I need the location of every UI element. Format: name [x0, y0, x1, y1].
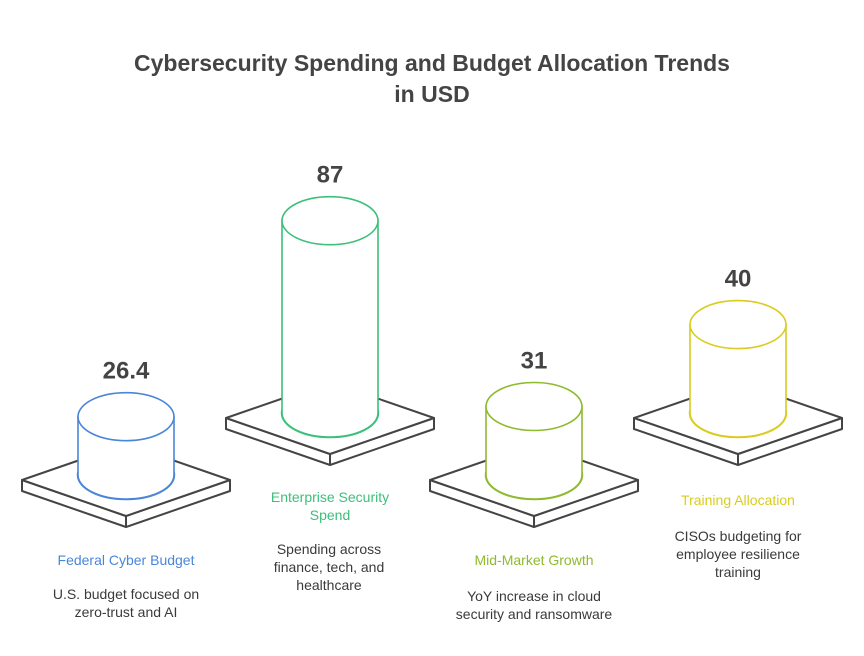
- label-mid-market-growth: Mid-Market Growth: [474, 552, 594, 568]
- cylinder-body-enterprise-security-spend: [281, 219, 379, 438]
- cylinder-body-training-allocation: [689, 323, 787, 438]
- desc-mid-market-growth: YoY increase in cloud security and ranso…: [455, 588, 613, 622]
- chart-title-line-1: Cybersecurity Spending and Budget Alloca…: [134, 50, 730, 76]
- value-label-mid-market-growth: 31: [521, 347, 548, 374]
- chart-title-line-2: in USD: [394, 81, 470, 107]
- cylinder-top-federal-cyber-budget: [77, 391, 175, 442]
- desc-federal-cyber-budget: U.S. budget focused on zero-trust and AI: [52, 586, 200, 620]
- label-federal-cyber-budget: Federal Cyber Budget: [57, 552, 195, 568]
- value-label-federal-cyber-budget: 26.4: [103, 358, 150, 385]
- cylinder-top-training-allocation: [689, 299, 787, 350]
- desc-training-allocation: CISOs budgeting for employee resilience …: [674, 528, 802, 580]
- cylinder-top-mid-market-growth: [485, 381, 583, 432]
- cylinder-body-mid-market-growth: [485, 405, 583, 500]
- cylinder-top-enterprise-security-spend: [281, 195, 379, 246]
- chart-title: Cybersecurity Spending and Budget Alloca…: [82, 48, 782, 110]
- value-label-training-allocation: 40: [725, 266, 752, 293]
- label-enterprise-security-spend: Enterprise Security Spend: [270, 489, 390, 523]
- label-training-allocation: Training Allocation: [681, 492, 795, 508]
- value-label-enterprise-security-spend: 87: [317, 162, 344, 189]
- desc-enterprise-security-spend: Spending across finance, tech, and healt…: [273, 541, 385, 593]
